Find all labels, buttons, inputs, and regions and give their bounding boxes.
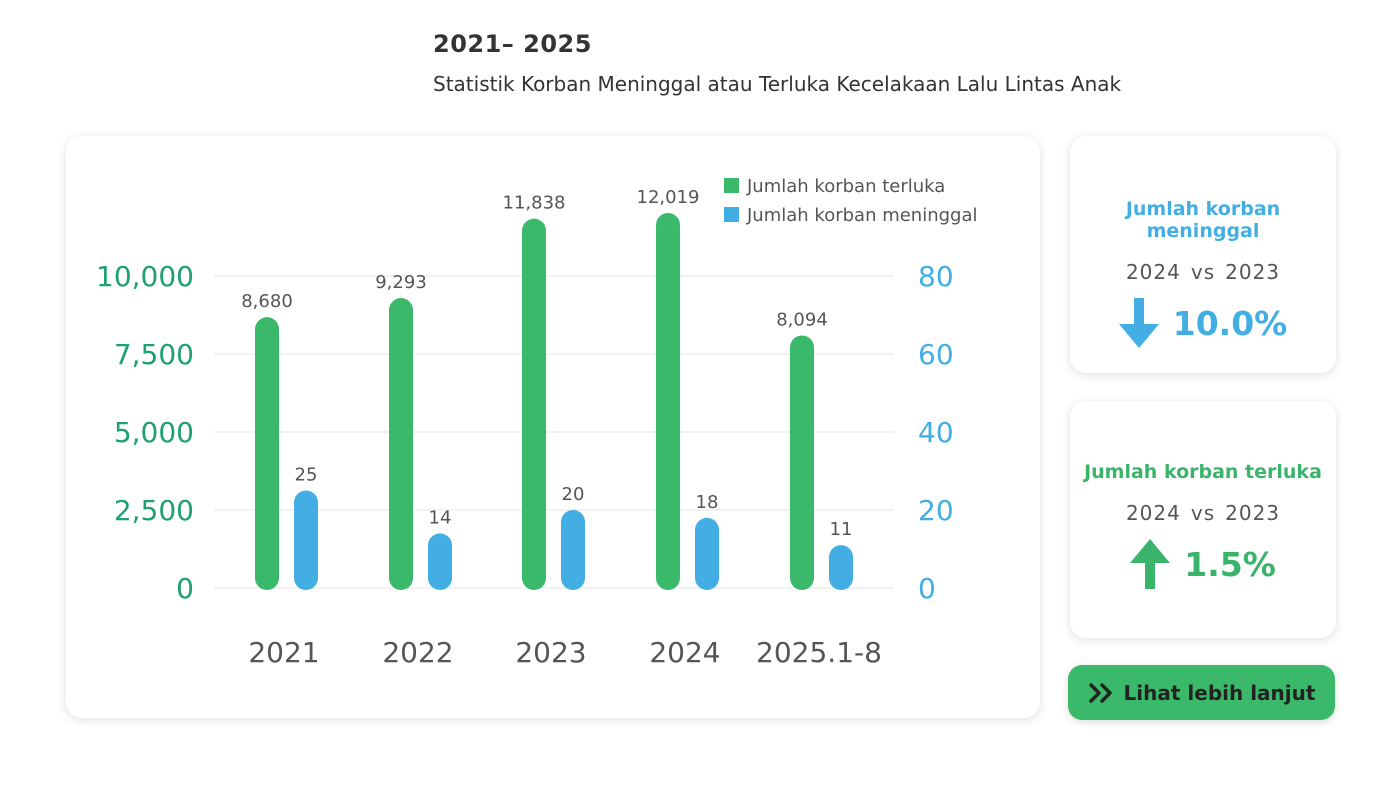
y-left-tick-label: 2,500 xyxy=(114,494,194,527)
data-label-injured: 9,293 xyxy=(375,272,427,293)
stat-deaths-change: 10.0% xyxy=(1070,298,1336,348)
bar-deaths xyxy=(829,545,853,590)
bar-deaths xyxy=(561,510,585,590)
stat-injured-change: 1.5% xyxy=(1070,539,1336,589)
stat-injured-year-a: 2024 xyxy=(1125,501,1181,525)
y-right-tick-label: 0 xyxy=(918,572,936,605)
stat-injured-vs: vs xyxy=(1190,501,1216,525)
data-label-deaths: 25 xyxy=(295,465,318,486)
see-more-button[interactable]: Lihat lebih lanjut xyxy=(1068,665,1335,720)
stat-injured-title: Jumlah korban terluka xyxy=(1084,461,1322,483)
stat-deaths-percent: 10.0% xyxy=(1172,303,1288,343)
legend-swatch xyxy=(724,207,739,222)
x-tick-label: 2024 xyxy=(649,636,720,669)
y-left-tick-label: 0 xyxy=(176,572,194,605)
stat-injured-year-b: 2023 xyxy=(1225,501,1281,525)
page-header: 2021– 2025 Statistik Korban Meninggal at… xyxy=(433,30,1121,96)
arrow-up-icon xyxy=(1130,539,1171,589)
stat-deaths-year-a: 2024 xyxy=(1125,260,1181,284)
x-tick-label: 2022 xyxy=(382,636,453,669)
double-chevron-right-icon xyxy=(1088,682,1112,703)
stat-deaths-title: Jumlah korban meninggal xyxy=(1125,198,1281,242)
bar-deaths xyxy=(695,517,719,590)
data-label-injured: 11,838 xyxy=(503,193,566,214)
bar-injured xyxy=(389,298,413,590)
data-label-injured: 8,680 xyxy=(241,291,293,312)
bar-injured xyxy=(255,317,279,590)
legend-label: Jumlah korban meninggal xyxy=(746,205,978,226)
y-left-tick-label: 10,000 xyxy=(96,260,194,293)
chart-card: 0 2,500 5,000 7,500 10,000 0 20 40 60 80 8,680 25 20… xyxy=(66,136,1040,718)
y-right-tick-label: 60 xyxy=(918,338,954,371)
bar-chart: 0 2,500 5,000 7,500 10,000 0 20 40 60 80 8,680 25 20… xyxy=(96,176,978,669)
stat-deaths-vs: vs xyxy=(1190,260,1216,284)
stat-injured-percent: 1.5% xyxy=(1184,544,1276,584)
stat-card-injured: Jumlah korban terluka 2024 vs 2023 1.5% xyxy=(1070,401,1336,638)
stat-card-deaths: Jumlah korban meninggal 2024 vs 2023 10.0% xyxy=(1070,136,1336,373)
bar-injured xyxy=(790,335,814,590)
bar-deaths xyxy=(428,533,452,590)
legend-label: Jumlah korban terluka xyxy=(746,176,945,197)
stat-deaths-compare: 2024 vs 2023 xyxy=(1070,260,1336,284)
data-label-deaths: 20 xyxy=(562,484,585,505)
data-label-injured: 8,094 xyxy=(776,309,828,330)
y-right-tick-label: 80 xyxy=(918,260,954,293)
data-label-deaths: 18 xyxy=(696,492,719,513)
x-tick-label: 2025.1-8 xyxy=(756,636,882,669)
page-title: Statistik Korban Meninggal atau Terluka … xyxy=(433,72,1122,96)
data-label-deaths: 14 xyxy=(429,507,452,528)
x-tick-label: 2021 xyxy=(248,636,319,669)
data-label-deaths: 11 xyxy=(830,519,853,540)
y-left-tick-label: 7,500 xyxy=(114,338,194,371)
stat-deaths-year-b: 2023 xyxy=(1225,260,1281,284)
bar-deaths xyxy=(294,490,318,590)
page-years: 2021– 2025 xyxy=(433,30,592,58)
legend-swatch xyxy=(724,178,739,193)
stat-injured-compare: 2024 vs 2023 xyxy=(1070,501,1336,525)
y-left-tick-label: 5,000 xyxy=(114,416,194,449)
y-right-tick-label: 40 xyxy=(918,416,954,449)
bar-injured xyxy=(656,213,680,590)
x-tick-label: 2023 xyxy=(515,636,586,669)
data-label-injured: 12,019 xyxy=(637,187,700,208)
see-more-label: Lihat lebih lanjut xyxy=(1123,680,1316,705)
arrow-down-icon xyxy=(1118,298,1159,348)
bar-injured xyxy=(522,218,546,590)
y-right-tick-label: 20 xyxy=(918,494,954,527)
